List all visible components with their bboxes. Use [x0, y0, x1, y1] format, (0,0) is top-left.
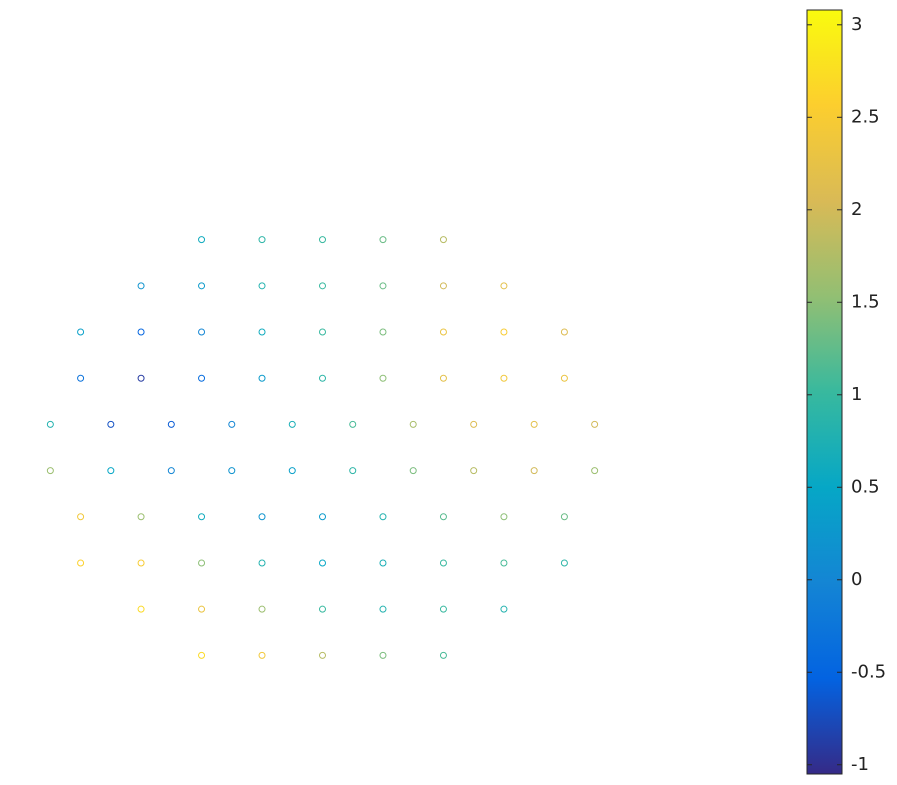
scatter-point: [409, 420, 417, 428]
scatter-point: [77, 559, 85, 567]
scatter-point: [258, 328, 266, 336]
scatter-point: [137, 513, 145, 521]
colorbar-tick-label: 0.5: [851, 476, 880, 497]
scatter-point: [439, 559, 447, 567]
scatter-point: [379, 282, 387, 290]
scatter-point: [198, 605, 206, 613]
scatter-point: [258, 559, 266, 567]
scatter-point: [46, 467, 54, 475]
colorbar-tick-label: 1.5: [851, 291, 880, 312]
scatter-point: [500, 605, 508, 613]
scatter-point: [288, 420, 296, 428]
scatter-point: [258, 282, 266, 290]
scatter-point: [258, 513, 266, 521]
scatter-point: [258, 236, 266, 244]
scatter-point: [439, 374, 447, 382]
scatter-point: [137, 605, 145, 613]
scatter-point: [258, 374, 266, 382]
scatter-point: [167, 420, 175, 428]
scatter-point: [319, 605, 326, 613]
colorbar-tick-label: -1: [851, 754, 869, 775]
scatter-point: [258, 651, 266, 659]
scatter-point: [379, 328, 387, 336]
scatter-point: [77, 328, 85, 336]
scatter-point: [319, 374, 326, 382]
scatter-point: [319, 651, 326, 659]
scatter-point: [349, 420, 357, 428]
scatter-point: [137, 559, 145, 567]
scatter-point: [500, 374, 508, 382]
scatter-point: [349, 467, 357, 475]
scatter-point: [560, 559, 568, 567]
scatter-point: [319, 282, 326, 290]
scatter-point: [439, 328, 447, 336]
scatter-point: [198, 328, 206, 336]
colorbar: [806, 9, 843, 775]
scatter-point: [500, 513, 508, 521]
scatter-point: [198, 513, 206, 521]
scatter-point: [319, 236, 326, 244]
colorbar-tick-label: 3: [851, 14, 862, 35]
scatter-point: [137, 328, 145, 336]
scatter-point: [591, 420, 599, 428]
scatter-point: [379, 374, 387, 382]
scatter-point: [409, 467, 417, 475]
scatter-point: [379, 513, 387, 521]
scatter-point: [439, 651, 447, 659]
scatter-point: [107, 420, 115, 428]
scatter-point: [439, 513, 447, 521]
scatter-point: [258, 605, 266, 613]
scatter-point: [379, 605, 387, 613]
scatter-point: [198, 651, 206, 659]
scatter-point: [198, 236, 206, 244]
scatter-point: [560, 374, 568, 382]
scatter-point: [198, 559, 206, 567]
scatter-point: [107, 467, 115, 475]
scatter-point: [77, 513, 85, 521]
scatter-point: [530, 467, 538, 475]
scatter-point: [500, 559, 508, 567]
scatter-point: [319, 328, 326, 336]
scatter-point: [439, 605, 447, 613]
scatter-point: [470, 467, 478, 475]
scatter-point: [198, 282, 206, 290]
scatter-point: [560, 328, 568, 336]
scatter-point: [288, 467, 296, 475]
scatter-point: [470, 420, 478, 428]
colorbar-tick-label: 1: [851, 384, 862, 405]
colorbar-tick-label: 2: [851, 199, 862, 220]
scatter-point: [439, 236, 447, 244]
colorbar-tick-label: 2.5: [851, 106, 880, 127]
scatter-point: [379, 236, 387, 244]
scatter-point: [319, 513, 326, 521]
scatter-point: [591, 467, 599, 475]
scatter-point: [319, 559, 326, 567]
scatter-point: [500, 282, 508, 290]
scatter-point: [137, 374, 145, 382]
scatter-point: [228, 420, 236, 428]
scatter-point: [530, 420, 538, 428]
scatter-point: [167, 467, 175, 475]
scatter-point: [439, 282, 447, 290]
scatter-point: [77, 374, 85, 382]
scatter-point: [560, 513, 568, 521]
scatter-point: [379, 559, 387, 567]
scatter-point: [379, 651, 387, 659]
scatter-point: [500, 328, 508, 336]
scatter-point: [46, 420, 54, 428]
scatter-point: [137, 282, 145, 290]
scatter-point: [198, 374, 206, 382]
colorbar-tick-label: -0.5: [851, 661, 886, 682]
colorbar-tick-label: 0: [851, 569, 862, 590]
scatter-point: [228, 467, 236, 475]
